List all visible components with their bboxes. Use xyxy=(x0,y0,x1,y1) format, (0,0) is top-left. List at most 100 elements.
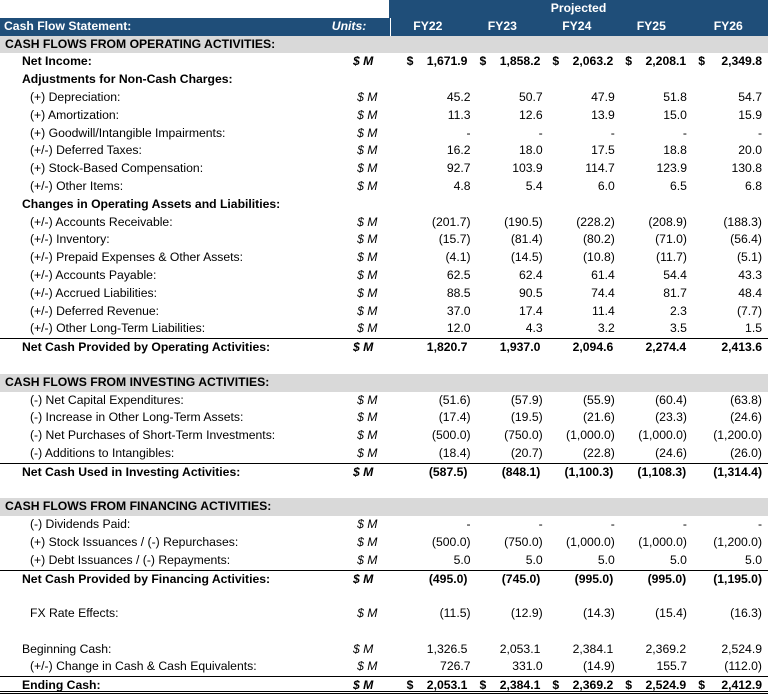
cell-value: (14.3) xyxy=(582,606,615,621)
value-cell: (848.1) xyxy=(471,464,544,481)
currency-symbol xyxy=(617,339,625,356)
cell-value: (23.3) xyxy=(655,410,687,425)
row-label: Changes in Operating Assets and Liabilit… xyxy=(22,196,281,211)
currency-symbol xyxy=(691,445,699,463)
cell-value: (11.7) xyxy=(656,250,687,265)
value-cell: 5.4 xyxy=(475,178,547,196)
cell-value: 3.5 xyxy=(670,321,687,336)
currency-symbol xyxy=(547,409,555,427)
value-cell: (11.7) xyxy=(619,249,691,267)
table-row: (+/-) Change in Cash & Cash Equivalents:… xyxy=(0,658,768,676)
cell-value: (11.5) xyxy=(439,606,471,621)
cell-value: (19.5) xyxy=(510,410,543,425)
value-cell: (17.4) xyxy=(402,409,474,427)
section-header: CASH FLOWS FROM INVESTING ACTIVITIES: xyxy=(0,373,768,392)
cell-value: 1.5 xyxy=(745,321,762,336)
value-cell: (495.0) xyxy=(399,571,472,588)
cell-value: (188.3) xyxy=(723,214,762,229)
cell-value: 2,524.9 xyxy=(645,678,687,693)
table-row: Changes in Operating Assets and Liabilit… xyxy=(0,196,768,214)
cell-value: (1,100.3) xyxy=(564,464,614,479)
currency-symbol xyxy=(547,285,555,303)
cell-value: 1,820.7 xyxy=(426,340,468,355)
table-row: (+/-) Accrued Liabilities: $ M 88.5 90.5 74.… xyxy=(0,285,768,303)
currency-symbol xyxy=(691,320,699,338)
currency-symbol xyxy=(691,231,699,249)
currency-symbol xyxy=(547,142,555,160)
currency-symbol xyxy=(475,445,483,463)
value-cell: - xyxy=(402,516,474,534)
currency-symbol xyxy=(691,107,699,125)
cell-value: (1,000.0) xyxy=(638,534,687,549)
cell-value: 2,349.8 xyxy=(721,54,762,69)
cell-value: (1,200.0) xyxy=(713,428,762,443)
currency-symbol xyxy=(691,214,699,232)
value-cell: (16.3) xyxy=(691,605,768,623)
cell-value: 130.8 xyxy=(731,161,763,176)
currency-symbol xyxy=(547,267,555,285)
value-cell: (5.1) xyxy=(691,249,768,267)
value-cell: (1,108.3) xyxy=(617,464,690,481)
cell-value: (1,195.0) xyxy=(713,571,762,586)
value-cell: 5.0 xyxy=(691,552,768,570)
currency-symbol xyxy=(691,427,699,445)
value-cell: 1.5 xyxy=(691,320,768,338)
cell-value: 4.3 xyxy=(525,321,543,336)
cell-value: (500.0) xyxy=(431,534,471,549)
cell-value: 43.3 xyxy=(738,267,762,282)
table-row: (+) Goodwill/Intangible Impairments: $ M -… xyxy=(0,125,768,143)
currency-symbol xyxy=(402,552,410,570)
currency-symbol xyxy=(544,464,552,481)
value-cell: - xyxy=(619,125,691,143)
cell-value: 3.2 xyxy=(597,321,615,336)
value-cell: 331.0 xyxy=(475,658,547,676)
table-row: Ending Cash: $ M $2,053.1 $2,384.1 $2,369.2 $… xyxy=(0,676,768,695)
value-cell: $2,063.2 xyxy=(544,53,617,71)
cell-value: 12.6 xyxy=(518,107,543,122)
row-label: (-) Net Capital Expenditures: xyxy=(30,392,184,407)
currency-symbol xyxy=(475,89,483,107)
currency-symbol xyxy=(475,231,483,249)
value-cell: 1,820.7 xyxy=(399,339,472,356)
currency-symbol xyxy=(619,427,627,445)
currency-symbol xyxy=(619,303,627,321)
cell-value: 2,369.2 xyxy=(572,678,614,693)
value-cell: 1,326.5 xyxy=(399,641,472,659)
row-units: $ M xyxy=(357,232,378,247)
currency-symbol xyxy=(475,534,483,552)
value-cell: (56.4) xyxy=(691,231,768,249)
table-row: Net Cash Used in Investing Activities: $ … xyxy=(0,462,768,481)
value-cell: (745.0) xyxy=(471,571,544,588)
currency-symbol xyxy=(475,552,483,570)
cell-value: (587.5) xyxy=(428,464,468,479)
cell-value: 92.7 xyxy=(446,161,471,176)
row-label: (-) Net Purchases of Short-Term Investme… xyxy=(30,428,276,443)
value-cell: (15.7) xyxy=(402,231,474,249)
value-cell: (112.0) xyxy=(691,658,768,676)
cell-value: 2,384.1 xyxy=(499,678,541,693)
cell-value: (5.1) xyxy=(736,250,762,265)
table-row: (+/-) Inventory: $ M (15.7) (81.4) (80.2) (71… xyxy=(0,231,768,249)
row-units: $ M xyxy=(357,143,378,158)
row-units: $ M xyxy=(357,392,378,407)
value-cell: (71.0) xyxy=(619,231,691,249)
value-cell: 1,937.0 xyxy=(471,339,544,356)
projected-label: Projected xyxy=(388,0,768,18)
cell-value: (26.0) xyxy=(730,445,762,460)
row-units: $ M xyxy=(357,303,378,318)
value-cell: 6.8 xyxy=(691,178,768,196)
currency-symbol xyxy=(475,160,483,178)
cell-value: 51.8 xyxy=(663,89,687,104)
row-units: $ M xyxy=(357,445,378,460)
cell-value: (1,000.0) xyxy=(638,428,687,443)
value-cell: (500.0) xyxy=(402,427,474,445)
cell-value: (24.6) xyxy=(655,445,687,460)
currency-symbol xyxy=(402,231,410,249)
cell-value: 12.0 xyxy=(446,321,471,336)
currency-symbol: $ xyxy=(625,54,633,69)
row-units: $ M xyxy=(357,107,378,122)
currency-symbol xyxy=(475,303,483,321)
currency-symbol xyxy=(399,571,407,588)
cell-value: (10.8) xyxy=(582,250,615,265)
value-cell: 81.7 xyxy=(619,285,691,303)
